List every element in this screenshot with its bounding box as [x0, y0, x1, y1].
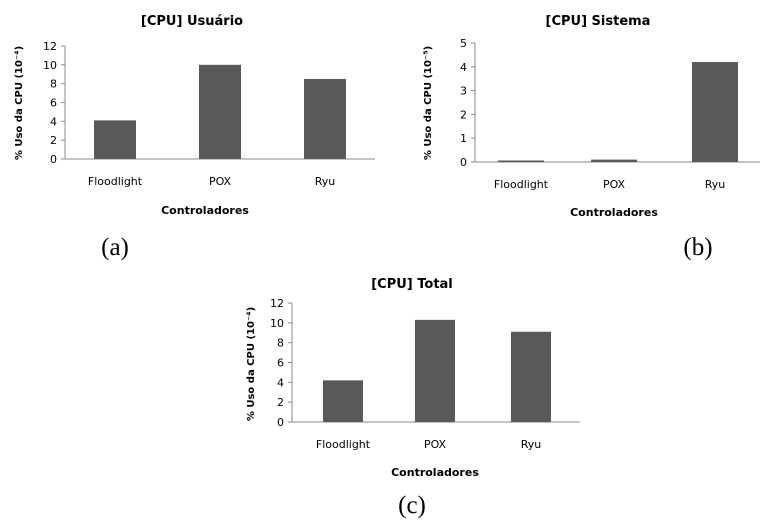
x-tick-label: POX [603, 178, 626, 191]
plot-area: 0 1 2 3 4 5 Floodlight POX Ryu [460, 37, 760, 191]
y-tick-label: 10 [270, 317, 284, 330]
y-axis-label: % Uso da CPU (10⁻⁵) [423, 46, 434, 160]
bar-floodlight [323, 380, 363, 422]
y-tick-label: 3 [460, 85, 467, 98]
y-tick-label: 0 [50, 153, 57, 166]
plot-area: 0 2 4 6 8 10 12 Floodlight POX Ryu [43, 40, 375, 188]
bar-ryu [692, 62, 738, 162]
y-tick-label: 4 [277, 376, 284, 389]
x-tick-label: POX [424, 438, 447, 451]
x-tick-label: Floodlight [88, 175, 143, 188]
chart-title: [CPU] Total [371, 277, 453, 292]
y-tick-label: 0 [460, 156, 467, 169]
chart-title: [CPU] Sistema [546, 14, 651, 29]
panel-label: (b) [683, 234, 712, 261]
x-tick-label: Ryu [521, 438, 542, 451]
y-tick-label: 8 [277, 337, 284, 350]
y-tick-label: 6 [277, 357, 284, 370]
y-tick-label: 2 [460, 108, 467, 121]
y-tick-label: 1 [460, 132, 467, 145]
x-tick-label: POX [209, 175, 232, 188]
panel-label: (a) [101, 234, 129, 261]
bar-ryu [304, 78, 346, 159]
bar-floodlight [498, 160, 544, 162]
x-axis-label: Controladores [570, 206, 658, 219]
y-tick-label: 8 [50, 78, 57, 91]
y-tick-label: 4 [50, 115, 57, 128]
y-tick-label: 6 [50, 97, 57, 110]
chart-cpu-total: [CPU] Total % Uso da CPU (10⁻⁴) Controla… [246, 277, 580, 519]
chart-title: [CPU] Usuário [141, 14, 243, 29]
x-tick-label: Floodlight [316, 438, 371, 451]
bar-pox [199, 64, 241, 159]
x-tick-label: Ryu [705, 178, 726, 191]
y-axis-label: % Uso da CPU (10⁻⁴) [246, 307, 257, 421]
x-axis-label: Controladores [161, 204, 249, 217]
bar-ryu [511, 331, 551, 422]
bar-floodlight [94, 120, 136, 159]
panel-label: (c) [398, 492, 426, 519]
y-tick-label: 4 [460, 61, 467, 74]
y-tick-label: 10 [43, 59, 57, 72]
chart-cpu-usuario: [CPU] Usuário % Uso da CPU (10⁻⁴) Contro… [14, 14, 375, 261]
y-tick-label: 12 [43, 40, 57, 53]
y-tick-label: 12 [270, 297, 284, 310]
x-axis-label: Controladores [391, 466, 479, 479]
x-tick-label: Ryu [315, 175, 336, 188]
bar-pox [591, 159, 637, 162]
plot-area: 0 2 4 6 8 10 12 Floodlight POX Ryu [270, 297, 580, 451]
y-axis-label: % Uso da CPU (10⁻⁴) [14, 46, 25, 160]
y-tick-label: 2 [50, 134, 57, 147]
bar-pox [415, 319, 455, 422]
x-tick-label: Floodlight [494, 178, 549, 191]
chart-cpu-sistema: [CPU] Sistema % Uso da CPU (10⁻⁵) Contro… [423, 14, 760, 261]
y-tick-label: 0 [277, 416, 284, 429]
y-tick-label: 5 [460, 37, 467, 50]
y-tick-label: 2 [277, 396, 284, 409]
